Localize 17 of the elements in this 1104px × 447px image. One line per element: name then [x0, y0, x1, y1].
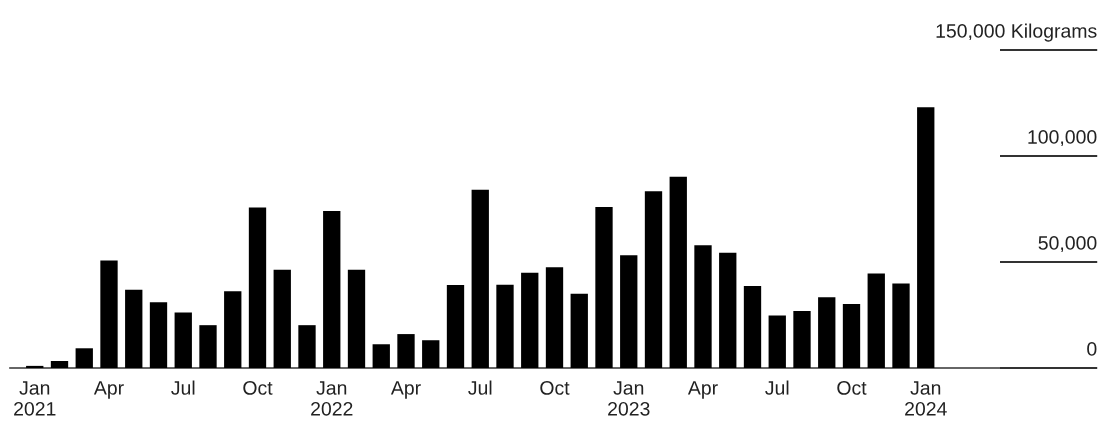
x-tick-label: Oct — [243, 381, 273, 395]
x-tick-label: Jul — [171, 380, 195, 395]
x-tick-label: Jan 2021 — [14, 381, 56, 416]
x-tick-label: Apr — [687, 381, 718, 399]
x-tick-label: Jan 2022 — [311, 381, 353, 416]
x-tick-label: Jul — [468, 380, 492, 395]
y-tick-label: 50,000 — [1038, 236, 1097, 253]
x-tick-label: Oct — [540, 381, 570, 395]
x-tick-label: Jan 2023 — [608, 381, 650, 416]
x-tick-label: Jul — [765, 380, 789, 395]
x-tick-label: Apr — [390, 381, 421, 399]
x-tick-label: Oct — [837, 381, 867, 395]
x-tick-label: Jan 2024 — [905, 381, 947, 416]
x-tick-label: Apr — [93, 381, 124, 399]
y-tick-label: 0 — [1087, 342, 1097, 356]
y-tick-label: 100,000 — [1028, 130, 1097, 147]
y-tick-label: 150,000 Kilograms — [936, 23, 1097, 42]
